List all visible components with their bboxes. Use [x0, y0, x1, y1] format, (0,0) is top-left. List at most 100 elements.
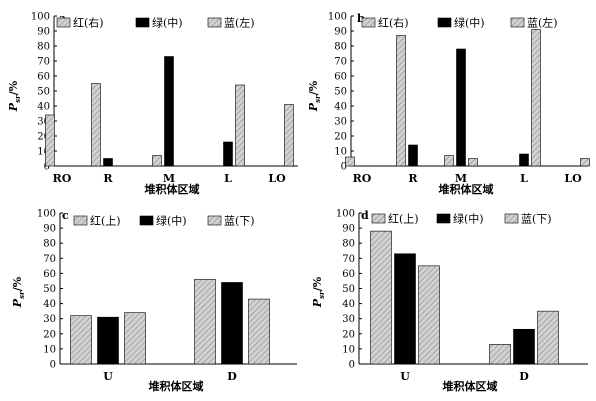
y-tick-label: 100 [31, 12, 50, 23]
bar-d-s0-c1 [489, 344, 511, 365]
y-tick-label: 30 [43, 314, 56, 325]
y-tick-label: 80 [43, 239, 56, 250]
legend-swatch [207, 215, 222, 226]
y-axis-label: Psr/% [311, 276, 326, 308]
x-tick-label: M [455, 172, 467, 185]
y-tick-label: 50 [43, 284, 56, 295]
y-tick-label: 40 [342, 299, 355, 310]
x-tick-label: M [163, 172, 175, 185]
x-axis-label: 堆积体区域 [149, 379, 204, 393]
bar-d-s1-c0 [394, 253, 416, 365]
bar-a-s2-c4 [284, 104, 294, 167]
legend-swatch [207, 17, 222, 28]
bar-c-s2-c1 [248, 298, 270, 365]
panel-label: d [361, 209, 369, 222]
legend-swatch [436, 213, 451, 224]
y-axis-label: Psr/% [307, 80, 322, 112]
legend-swatch [361, 17, 376, 28]
bar-c-s0-c1 [194, 279, 216, 365]
legend-swatch [437, 17, 452, 28]
y-tick-label: 0 [44, 162, 50, 173]
chart-panel-b: 0 10 20 30 40 50 60 70 80 90 100 RO R M L LO 堆积体区域 Psr/% b… [307, 12, 590, 196]
y-tick-label: 40 [334, 102, 347, 113]
bar-b-s2-c4 [580, 158, 590, 167]
y-tick-label: 90 [342, 224, 355, 235]
y-tick-label: 80 [334, 42, 347, 53]
legend-label: 红(右) [378, 16, 409, 30]
bar-c-s1-c0 [97, 316, 119, 365]
legend-swatch [135, 17, 150, 28]
x-tick-label: RO [53, 172, 72, 185]
x-tick-label: RO [353, 172, 372, 185]
y-tick-label: 60 [342, 269, 355, 280]
y-tick-label: 100 [336, 209, 355, 220]
bar-b-s1-c3 [519, 153, 529, 167]
bar-b-s0-c2 [444, 155, 454, 167]
x-tick-label: D [519, 370, 529, 383]
y-tick-label: 10 [342, 344, 355, 355]
y-tick-label: 30 [334, 117, 347, 128]
bar-b-s2-c3 [531, 29, 541, 167]
y-axis-label: Psr/% [11, 276, 26, 308]
legend-label: 红(上) [90, 215, 121, 228]
y-tick-label: 80 [37, 42, 50, 53]
bar-c-s2-c0 [124, 312, 146, 365]
legend-label: 绿(中) [454, 16, 485, 30]
legend-label: 蓝(左) [224, 17, 255, 30]
bar-d-s2-c0 [418, 265, 440, 365]
y-tick-label: 70 [342, 254, 355, 265]
y-tick-label: 100 [328, 12, 347, 23]
x-tick-label: U [400, 370, 410, 383]
y-tick-label: 80 [342, 239, 355, 250]
bar-b-s0-c0 [345, 156, 355, 167]
bar-b-s1-c2 [456, 48, 466, 167]
y-tick-label: 30 [37, 117, 50, 128]
y-tick-label: 60 [37, 72, 50, 83]
legend-swatch [371, 213, 386, 224]
y-tick-label: 30 [342, 314, 355, 325]
y-tick-label: 90 [43, 224, 56, 235]
chart-panel-c: 0 10 20 30 40 50 60 70 80 90 100 U D 堆积体区域 Psr/% c 红(上) 绿… [11, 209, 297, 393]
y-tick-label: 70 [37, 57, 50, 68]
legend-label: 红(右) [73, 16, 104, 30]
y-tick-label: 60 [43, 269, 56, 280]
bar-d-s0-c0 [370, 230, 392, 365]
x-tick-label: L [520, 172, 528, 185]
x-tick-label: L [224, 172, 232, 185]
x-tick-label: U [103, 370, 113, 383]
y-tick-label: 40 [37, 102, 50, 113]
legend-swatch [73, 215, 88, 226]
bar-a-s2-c3 [235, 84, 245, 167]
y-tick-label: 50 [334, 87, 347, 98]
panel-label: c [62, 209, 69, 222]
bar-a-s0-c1 [91, 83, 101, 167]
legend-label: 绿(中) [156, 214, 187, 228]
y-tick-label: 20 [43, 329, 56, 340]
legend-label: 蓝(下) [521, 213, 552, 226]
bar-a-s0-c2 [152, 155, 162, 167]
x-tick-label: D [227, 370, 237, 383]
x-axis-label: 堆积体区域 [145, 182, 200, 196]
x-tick-label: R [408, 172, 418, 185]
bar-d-s1-c1 [513, 328, 535, 365]
bar-c-s0-c0 [70, 315, 92, 365]
bar-a-s1-c1 [103, 158, 113, 167]
legend-label: 绿(中) [152, 16, 183, 30]
legend-label: 绿(中) [453, 212, 484, 226]
y-tick-label: 0 [50, 360, 56, 371]
legend-label: 蓝(下) [224, 215, 255, 228]
y-tick-label: 40 [43, 299, 56, 310]
y-tick-label: 90 [334, 27, 347, 38]
bar-a-s1-c3 [223, 141, 233, 167]
chart-panel-a: 0102030405060708090100RORMLLO堆积体区域Psr/%a… [7, 12, 298, 196]
y-tick-label: 50 [342, 284, 355, 295]
y-tick-label: 10 [37, 147, 50, 158]
bar-a-s0-c0 [45, 114, 55, 167]
y-tick-label: 20 [342, 329, 355, 340]
x-axis-label: 堆积体区域 [443, 379, 498, 393]
y-tick-label: 0 [349, 360, 355, 371]
bar-b-s1-c1 [408, 144, 418, 167]
bar-d-s2-c1 [537, 310, 559, 365]
bar-b-s2-c2 [468, 158, 478, 167]
